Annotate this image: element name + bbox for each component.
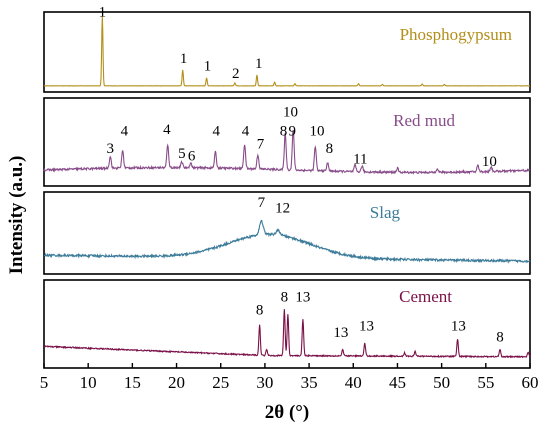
series-line-red-mud bbox=[43, 130, 531, 175]
x-tick-label: 50 bbox=[433, 373, 450, 392]
peak-label: 4 bbox=[121, 124, 129, 140]
peak-label: 13 bbox=[295, 290, 310, 306]
peak-label: 10 bbox=[482, 154, 497, 170]
x-tick-label: 20 bbox=[168, 373, 185, 392]
series-name-label: Slag bbox=[370, 203, 401, 222]
peak-label: 6 bbox=[188, 148, 196, 164]
x-tick-label: 45 bbox=[389, 373, 406, 392]
panel-slag: 7 12 Slag bbox=[43, 191, 531, 275]
peak-label: 11 bbox=[353, 152, 367, 168]
peak-label: 4 bbox=[213, 124, 221, 140]
x-tick-label: 55 bbox=[477, 373, 494, 392]
panel-frame bbox=[43, 279, 531, 369]
x-tick-label: 25 bbox=[212, 373, 229, 392]
peak-label: 3 bbox=[107, 141, 115, 157]
peak-label: 5 bbox=[178, 146, 186, 162]
series-name-label: Phosphogypsum bbox=[400, 25, 512, 44]
peak-label: 8 bbox=[281, 290, 289, 306]
panel-frame bbox=[43, 11, 531, 93]
x-tick-label: 10 bbox=[80, 373, 97, 392]
peak-label: 1 bbox=[99, 5, 107, 21]
y-axis-title: Intensity (a.u.) bbox=[6, 156, 27, 275]
series-line-phosphogypsum bbox=[43, 15, 531, 87]
peak-label: 1 bbox=[255, 56, 263, 72]
peak-label: 4 bbox=[163, 122, 171, 138]
peak-label: 7 bbox=[258, 195, 266, 211]
series-line-slag bbox=[43, 219, 531, 264]
peak-label: 2 bbox=[232, 66, 240, 82]
series-name-label: Red mud bbox=[393, 111, 455, 130]
series-name-label: Cement bbox=[399, 287, 452, 306]
peak-label: 8 bbox=[496, 330, 504, 346]
x-tick-label: 30 bbox=[256, 373, 273, 392]
panel-frame bbox=[43, 97, 531, 187]
peak-label: 12 bbox=[275, 200, 290, 216]
peak-label: 9 bbox=[289, 124, 297, 140]
x-tick-label: 5 bbox=[40, 373, 49, 392]
peak-label: 13 bbox=[333, 325, 348, 341]
peak-label: 8 bbox=[256, 302, 264, 318]
x-tick-label: 15 bbox=[124, 373, 141, 392]
peak-label: 8 bbox=[326, 141, 334, 157]
x-axis-title: 2θ (°) bbox=[265, 402, 309, 423]
peak-label: 1 bbox=[180, 51, 188, 67]
x-tick-label: 60 bbox=[522, 373, 539, 392]
peak-label: 4 bbox=[242, 124, 250, 140]
panel-cement: 8 8 13 13 13 13 8 Cement bbox=[43, 279, 531, 369]
peak-label: 13 bbox=[359, 318, 374, 334]
x-tick-label: 40 bbox=[345, 373, 362, 392]
series-line-cement bbox=[43, 309, 531, 359]
peak-label: 10 bbox=[310, 124, 325, 140]
x-tick-label: 35 bbox=[301, 373, 318, 392]
peak-label: 1 bbox=[204, 59, 212, 75]
peak-label: 7 bbox=[257, 136, 265, 152]
peak-label: 10 bbox=[283, 104, 298, 120]
panel-frame bbox=[43, 191, 531, 275]
peak-label: 8 bbox=[280, 124, 288, 140]
peak-label: 13 bbox=[451, 318, 466, 334]
